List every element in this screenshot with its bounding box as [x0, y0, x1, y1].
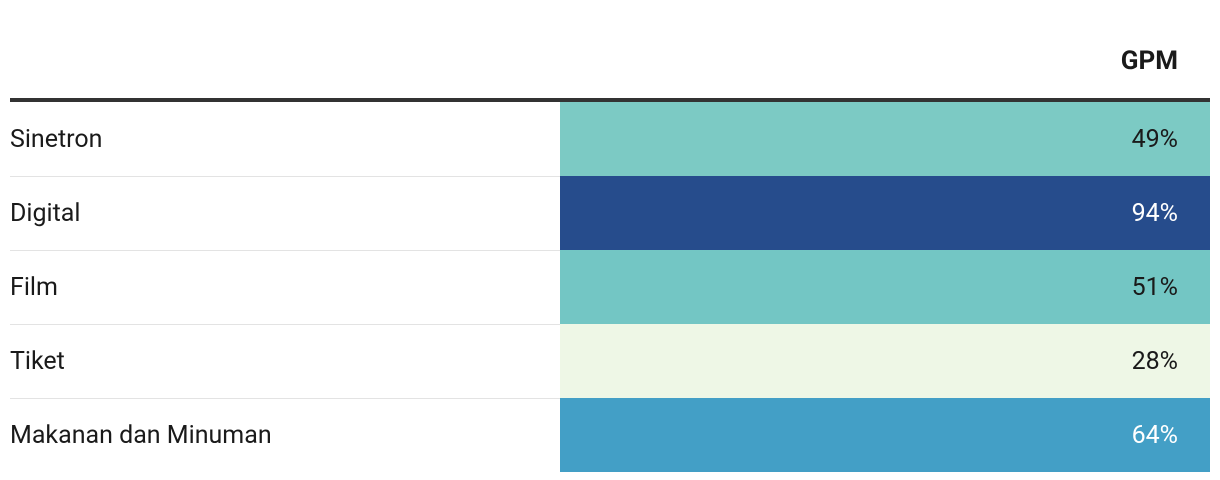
table-row: Digital 94% — [10, 176, 1210, 250]
header-row: GPM — [10, 0, 1210, 102]
row-label: Makanan dan Minuman — [10, 421, 272, 450]
row-label: Sinetron — [10, 124, 103, 154]
table-row: Sinetron 49% — [10, 102, 1210, 176]
row-label: Film — [10, 273, 58, 302]
column-header: GPM — [1120, 46, 1178, 76]
value-cell: 51% — [560, 250, 1210, 324]
value-cell: 64% — [560, 398, 1210, 472]
table-row: Tiket 28% — [10, 324, 1210, 398]
row-label: Digital — [10, 199, 81, 228]
table-row: Film 51% — [10, 250, 1210, 324]
value-cell: 94% — [560, 176, 1210, 250]
row-label: Tiket — [10, 347, 65, 376]
table-row: Makanan dan Minuman 64% — [10, 398, 1210, 472]
value-cell: 28% — [560, 324, 1210, 398]
table: GPM Sinetron 49% Digital 94% Film 51% Tiket 28%… — [10, 0, 1210, 472]
value-cell: 49% — [560, 102, 1210, 176]
